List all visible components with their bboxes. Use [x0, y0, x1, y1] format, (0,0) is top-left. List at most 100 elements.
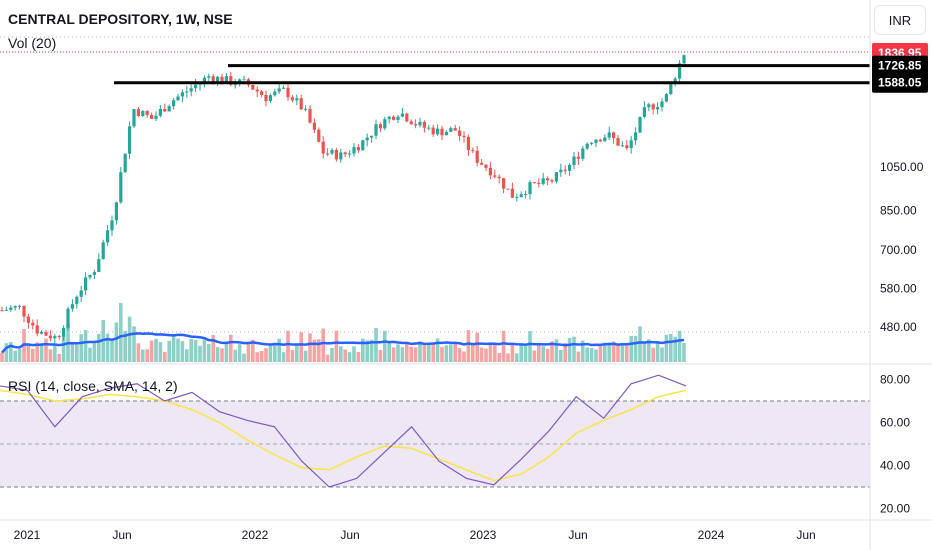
- volume-bar: [563, 343, 567, 362]
- volume-bar: [4, 343, 9, 362]
- volume-bar: [589, 348, 594, 362]
- volume-bar: [409, 346, 413, 362]
- candle-body: [154, 115, 158, 119]
- candle-body: [308, 108, 312, 123]
- volume-bar: [268, 345, 273, 362]
- candle-body: [453, 128, 457, 131]
- candle-body: [370, 135, 374, 138]
- candle-body: [141, 110, 145, 116]
- price-tag-2: [872, 72, 928, 93]
- volume-bar: [251, 339, 255, 362]
- candle-body: [440, 128, 444, 136]
- volume-bar: [523, 346, 528, 362]
- rsi-tick-label: 20.00: [880, 502, 910, 516]
- volume-bar: [79, 334, 83, 362]
- volume-bar: [383, 330, 387, 362]
- volume-bar: [31, 348, 35, 362]
- candle-body: [326, 153, 330, 155]
- volume-bar: [224, 342, 229, 362]
- candle-body: [616, 138, 620, 146]
- volume-bar: [510, 344, 515, 362]
- price-tag-1: [872, 55, 928, 76]
- candle-body: [251, 84, 255, 90]
- candle-body: [339, 152, 343, 160]
- candle-body: [150, 115, 154, 119]
- candle-body: [664, 94, 668, 102]
- time-axis[interactable]: 2021 Jun 2022 Jun 2023 Jun 2024 Jun: [14, 528, 816, 542]
- candle-body: [48, 335, 52, 339]
- volume-bar: [378, 349, 383, 362]
- candle-body: [57, 336, 61, 338]
- volume-bar: [431, 344, 435, 362]
- candle-body: [634, 132, 638, 141]
- price-tick-label: 1050.00: [880, 160, 924, 174]
- volume-bar: [141, 349, 145, 362]
- volume-bar: [127, 316, 132, 362]
- candle-body: [158, 108, 162, 116]
- chart-title: CENTRAL DEPOSITORY, 1W, NSE: [8, 11, 233, 27]
- candle-body: [299, 98, 303, 110]
- candle-body: [356, 147, 360, 151]
- volume-bar: [682, 342, 686, 362]
- volume-bar: [387, 342, 391, 362]
- candle-body: [44, 332, 48, 336]
- candle-body: [211, 76, 215, 82]
- volume-bar: [532, 350, 537, 362]
- candle-body: [506, 188, 510, 190]
- volume-bar: [365, 340, 369, 362]
- candle-body: [268, 95, 272, 101]
- candle-body: [612, 132, 616, 139]
- candle-body: [62, 327, 66, 337]
- candle-body: [348, 153, 352, 155]
- candle-body: [97, 259, 101, 273]
- candle-body: [590, 142, 594, 144]
- volume-bar: [299, 332, 303, 362]
- price-axis[interactable]: 1050.00 850.00 700.00 580.00 480.00: [880, 160, 924, 334]
- volume-bar: [537, 343, 541, 362]
- volume-bar: [105, 333, 110, 362]
- candle-body: [119, 172, 123, 203]
- candle-body: [84, 277, 88, 291]
- volume-bar: [647, 339, 651, 362]
- candle-body: [106, 230, 110, 243]
- candle-body: [594, 139, 598, 143]
- candle-body: [480, 162, 484, 165]
- candle-body: [625, 145, 629, 149]
- volume-bar: [273, 342, 277, 362]
- candle-body: [409, 121, 413, 125]
- candle-body: [647, 104, 651, 108]
- volume-bar: [677, 330, 682, 362]
- volume-bar: [303, 350, 308, 362]
- candle-body: [502, 178, 506, 189]
- candle-body: [418, 121, 422, 126]
- candle-body: [383, 119, 387, 129]
- time-tick-label: 2021: [14, 528, 41, 542]
- candle-body: [207, 76, 211, 78]
- candle-body: [176, 96, 180, 101]
- candle-body: [541, 178, 545, 184]
- volume-bar: [651, 347, 655, 362]
- price-tag-label-1: 1726.85: [878, 59, 922, 73]
- candle-body: [9, 307, 13, 310]
- candle-body: [242, 79, 246, 81]
- volume-bar: [145, 349, 149, 362]
- candle-body: [598, 139, 602, 142]
- candle-body: [471, 150, 475, 152]
- candle-body: [427, 127, 431, 129]
- candle-body: [532, 182, 536, 184]
- volume-bar: [325, 354, 330, 362]
- horizontal-levels[interactable]: [114, 64, 870, 85]
- volume-bar: [277, 338, 281, 362]
- rsi-axis[interactable]: 80.00 60.00 40.00 20.00: [880, 373, 910, 516]
- volume-bar: [207, 344, 211, 362]
- currency-button[interactable]: INR: [874, 5, 926, 35]
- volume-bar: [642, 342, 647, 362]
- candle-body: [114, 202, 118, 221]
- candle-body: [488, 167, 492, 176]
- volume-bar: [607, 342, 611, 362]
- candle-body: [136, 109, 140, 116]
- candle-body: [519, 194, 523, 198]
- candle-body: [0, 310, 4, 312]
- candle-body: [92, 272, 96, 275]
